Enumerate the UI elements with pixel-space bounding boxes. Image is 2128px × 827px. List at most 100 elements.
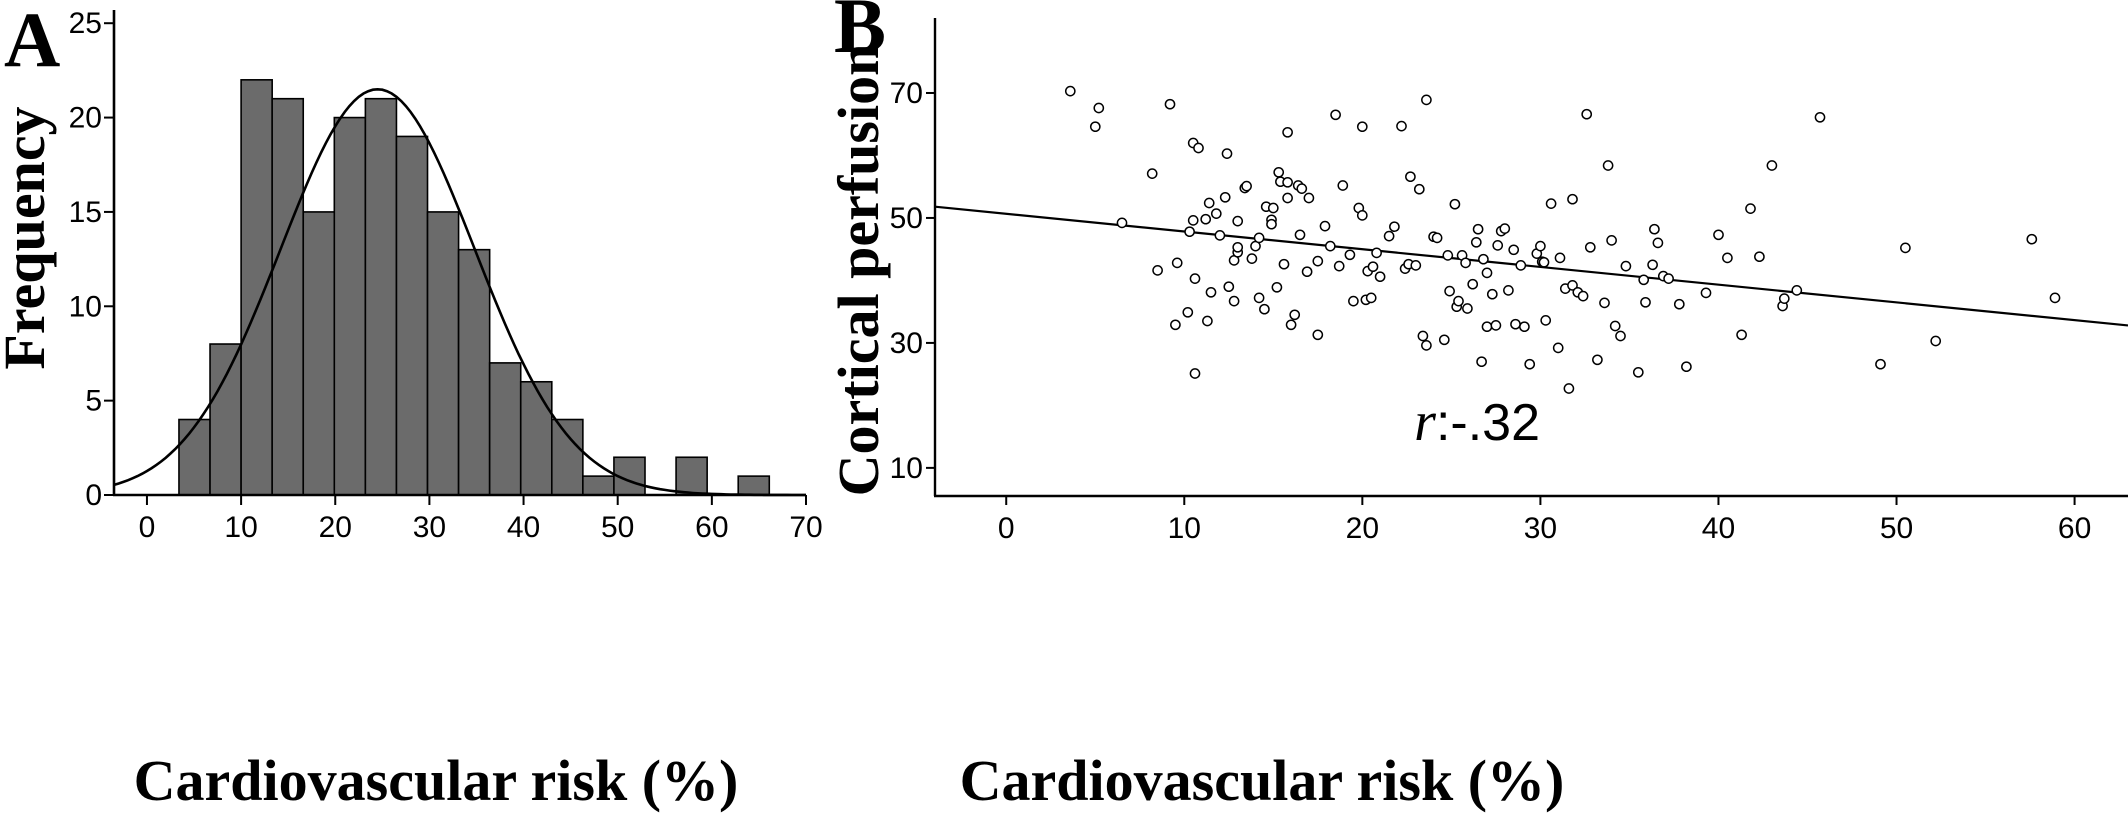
scatter-point — [1453, 295, 1464, 307]
scatter-point — [1478, 253, 1489, 265]
scatter-point — [1421, 340, 1432, 351]
scatter-point — [1632, 366, 1644, 378]
scatter-point — [1232, 215, 1244, 227]
scatter-point — [1282, 126, 1293, 138]
scatter-point — [1470, 236, 1482, 248]
scatter-point — [1116, 217, 1128, 229]
scatter-point — [1267, 202, 1279, 214]
y-tick-label: 20 — [69, 102, 102, 135]
y-tick-label: 70 — [890, 77, 923, 110]
x-tick-label: 10 — [1168, 512, 1201, 545]
scatter-point — [1620, 260, 1632, 272]
scatter-point — [1405, 171, 1416, 183]
x-tick-label: 0 — [139, 511, 156, 544]
y-tick-label: 15 — [69, 196, 102, 229]
x-tick-label: 10 — [224, 511, 257, 544]
scatter-point — [1577, 290, 1589, 302]
y-tick-label: 5 — [85, 385, 102, 418]
scatter-point — [1303, 192, 1315, 204]
x-tick-label: 30 — [1524, 512, 1557, 545]
scatter-point — [1508, 244, 1520, 256]
x-ticks-b: 0 10 20 30 40 50 60 — [998, 496, 2091, 545]
scatter-point — [1766, 160, 1778, 171]
x-tick-label: 40 — [1702, 512, 1735, 545]
scatter-point — [1219, 191, 1231, 203]
scatter-point — [1481, 267, 1493, 279]
scatter-point — [1410, 260, 1422, 271]
scatter-point — [1319, 220, 1331, 232]
x-axis-title-a: Cardiovascular risk (%) — [134, 748, 739, 813]
scatter-point — [1713, 229, 1724, 241]
scatter-point — [1289, 309, 1301, 321]
scatter-point — [1462, 303, 1473, 314]
histogram-panel: A 0 5 10 15 20 25 0 10 20 30 40 50 60 70 Frequency C… — [0, 0, 823, 813]
scatter-point — [1592, 354, 1603, 366]
scatter-point — [1930, 335, 1942, 347]
correlation-value: :-.32 — [1436, 394, 1540, 452]
scatter-point — [1064, 85, 1076, 97]
scatter-point — [1524, 358, 1536, 370]
scatter-point — [1374, 271, 1386, 283]
x-tick-label: 20 — [1346, 512, 1379, 545]
scatter-point — [1356, 121, 1368, 133]
correlation-symbol: r — [1414, 391, 1436, 453]
scatter-point — [1273, 166, 1285, 178]
scatter-point — [1221, 148, 1233, 159]
scatter-point — [2049, 292, 2061, 304]
scatter-point — [1545, 198, 1557, 209]
scatter-point — [1253, 232, 1265, 244]
scatter-point — [1602, 160, 1614, 171]
x-tick-label: 60 — [695, 511, 728, 544]
scatter-point — [1146, 168, 1158, 179]
x-axis-title-b: Cardiovascular risk (%) — [960, 748, 1565, 813]
histogram-bar — [209, 343, 242, 496]
y-tick-label: 10 — [69, 290, 102, 323]
scatter-point — [1337, 180, 1349, 191]
scatter-point — [1652, 237, 1664, 249]
scatter-point — [1552, 342, 1564, 354]
scatter-point — [1722, 252, 1733, 264]
scatter-point — [1189, 368, 1201, 379]
scatter-point — [2026, 233, 2038, 245]
scatter-point — [1736, 329, 1747, 341]
scatter-point — [1467, 278, 1479, 290]
histogram-bar — [488, 362, 522, 496]
scatter-point — [1294, 229, 1306, 241]
scatter-point — [1499, 223, 1511, 234]
scatter-panel: B 10 30 50 70 0 10 20 30 40 50 60 r:-.32 Cortical… — [826, 0, 2128, 813]
scatter-point — [1152, 265, 1163, 276]
scatter-point — [1312, 255, 1324, 267]
panel-label-a: A — [4, 0, 60, 83]
scatter-point — [1490, 320, 1502, 331]
scatter-point — [1581, 108, 1593, 120]
scatter-point — [1396, 120, 1407, 132]
scatter-point — [1093, 102, 1105, 114]
scatter-point — [1223, 281, 1235, 293]
scatter-point — [1606, 235, 1617, 246]
scatter-point — [1754, 251, 1765, 263]
scatter-point — [1344, 249, 1356, 261]
scatter-point — [1200, 213, 1212, 225]
x-tick-label: 20 — [319, 511, 352, 544]
scatter-point — [1285, 319, 1297, 331]
scatter-point — [1301, 266, 1313, 278]
scatter-point — [1663, 273, 1674, 284]
scatter-points — [1064, 85, 2061, 394]
scatter-point — [1554, 252, 1566, 264]
y-ticks-b: 10 30 50 70 — [890, 77, 935, 485]
scatter-point — [1449, 198, 1461, 210]
scatter-point — [1647, 259, 1658, 271]
y-axis-title-a: Frequency — [0, 106, 57, 369]
histogram-bar — [240, 79, 273, 496]
scatter-point — [1486, 288, 1498, 300]
scatter-point — [1745, 203, 1756, 214]
scatter-point — [1164, 98, 1176, 110]
scatter-point — [1460, 257, 1471, 269]
x-tick-label: 70 — [789, 511, 822, 544]
scatter-point — [1640, 296, 1651, 308]
scatter-point — [1681, 361, 1692, 373]
scatter-point — [1171, 257, 1183, 269]
histogram-bar — [737, 475, 771, 496]
x-ticks-a: 0 10 20 30 40 50 60 70 — [139, 495, 823, 544]
x-tick-label: 60 — [2058, 512, 2091, 545]
